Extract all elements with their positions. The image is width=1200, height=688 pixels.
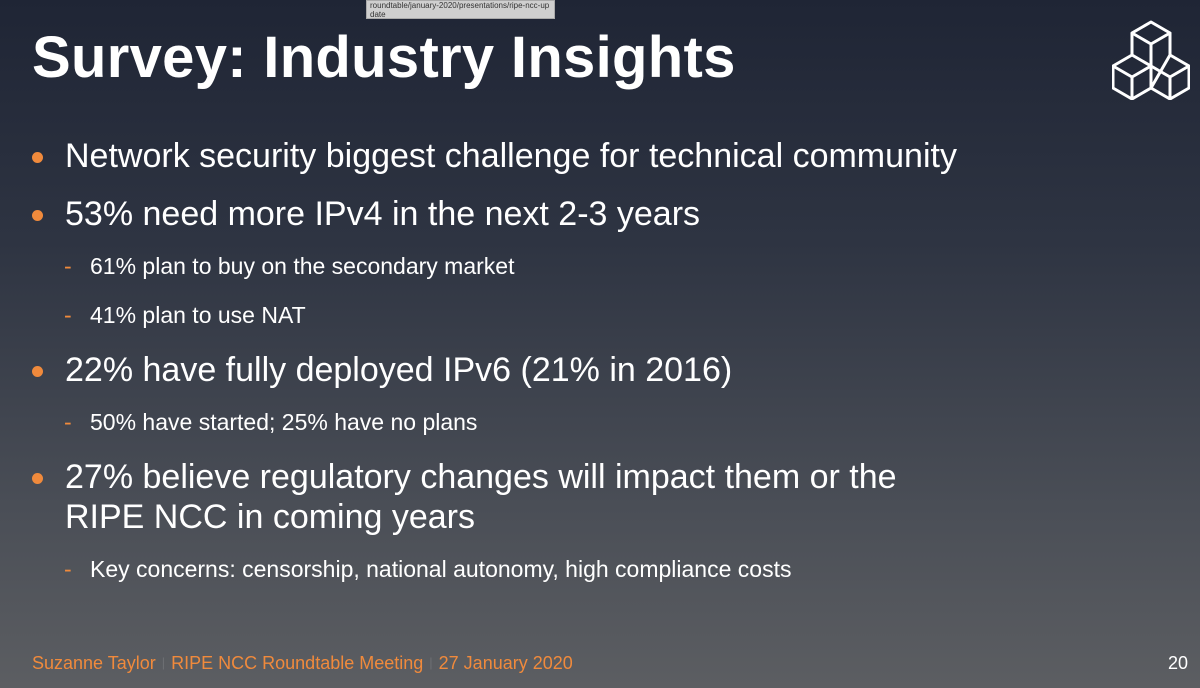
footer-date: 27 January 2020 [438, 653, 573, 673]
sub-bullet-item: - Key concerns: censorship, national aut… [30, 555, 1110, 583]
dash-icon: - [64, 556, 72, 582]
dash-icon: - [64, 409, 72, 435]
bullet-text: 27% believe regulatory changes will impa… [65, 458, 897, 536]
sub-bullet-text: Key concerns: censorship, national auton… [90, 556, 792, 582]
sub-bullet-item: - 50% have started; 25% have no plans [30, 408, 1110, 436]
bullet-item: 22% have fully deployed IPv6 (21% in 201… [30, 350, 1110, 390]
sub-bullet-item: - 61% plan to buy on the secondary marke… [30, 252, 1110, 280]
bullet-dot-icon [32, 473, 43, 484]
page-number: 20 [1167, 653, 1188, 673]
slide-footer: Suzanne Taylor | RIPE NCC Roundtable Meeti… [32, 653, 573, 674]
url-tooltip: roundtable/january-2020/presentations/ri… [366, 0, 555, 19]
footer-separator: | [161, 655, 166, 670]
bullet-text: 53% need more IPv4 in the next 2-3 years [65, 195, 701, 233]
bullet-text: 22% have fully deployed IPv6 (21% in 201… [65, 351, 733, 389]
dash-icon: - [64, 302, 72, 328]
footer-event: RIPE NCC Roundtable Meeting [171, 653, 424, 673]
slide-title: Survey: Industry Insights [32, 25, 736, 90]
sub-bullet-item: - 41% plan to use NAT [30, 301, 1110, 329]
bullet-dot-icon [32, 210, 43, 221]
footer-separator: | [429, 655, 433, 670]
bullet-list: Network security biggest challenge for t… [30, 136, 1110, 604]
ripe-ncc-cubes-logo-icon [1112, 20, 1190, 100]
footer-presenter: Suzanne Taylor [32, 653, 156, 673]
sub-bullet-text: 41% plan to use NAT [90, 302, 306, 328]
dash-icon: - [64, 253, 72, 279]
bullet-dot-icon [32, 152, 43, 163]
bullet-text: Network security biggest challenge for t… [65, 137, 957, 175]
sub-bullet-text: 50% have started; 25% have no plans [90, 409, 478, 435]
bullet-dot-icon [32, 366, 43, 377]
bullet-item: 27% believe regulatory changes will impa… [30, 457, 945, 537]
bullet-item: 53% need more IPv4 in the next 2-3 years [30, 194, 1110, 234]
sub-bullet-text: 61% plan to buy on the secondary market [90, 253, 515, 279]
bullet-item: Network security biggest challenge for t… [30, 136, 1110, 176]
